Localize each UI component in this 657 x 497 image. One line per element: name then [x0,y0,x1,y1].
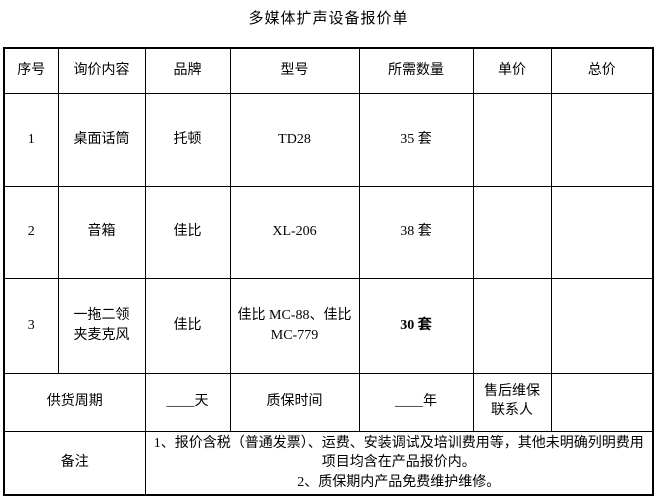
cell-content-text: 一拖二领夹麦克风 [73,307,130,343]
cell-model: 佳比 MC-88、佳比 MC-779 [229,277,360,374]
aftersales-contact-label: 售后维保联系人 [472,372,552,432]
cell-content: 音箱 [57,185,146,279]
cell-unit-price-blank[interactable] [472,277,552,374]
aftersales-contact-label-text: 售后维保联系人 [484,384,540,418]
cell-qty: 35 套 [358,92,474,187]
header-model: 型号 [229,47,360,94]
cell-qty: 38 套 [358,185,474,279]
cell-total-price-blank[interactable] [550,92,654,187]
header-unit-price: 单价 [472,47,552,94]
table-header-row: 序号 询价内容 品牌 型号 所需数量 单价 总价 [3,47,654,94]
supply-period-row: 供货周期 ____天 质保时间 ____年 售后维保联系人 [3,372,654,432]
cell-unit-price-blank[interactable] [472,92,552,187]
warranty-years-blank[interactable]: ____年 [358,372,474,432]
cell-brand: 佳比 [144,185,231,279]
remark-notes-cell: 1、报价含税（普通发票）、运费、安装调试及培训费用等，其他未明确列明费用项目均含… [144,430,654,496]
supply-days-blank[interactable]: ____天 [144,372,231,432]
cell-model: TD28 [229,92,360,187]
cell-total-price-blank[interactable] [550,277,654,374]
cell-no: 1 [3,92,59,187]
cell-no: 2 [3,185,59,279]
cell-unit-price-blank[interactable] [472,185,552,279]
remark-row: 备注 1、报价含税（普通发票）、运费、安装调试及培训费用等，其他未明确列明费用项… [3,430,654,496]
header-total-price: 总价 [550,47,654,94]
header-brand: 品牌 [144,47,231,94]
table-row: 1 桌面话筒 托顿 TD28 35 套 [3,92,654,187]
page-title: 多媒体扩声设备报价单 [248,11,409,27]
table-row: 2 音箱 佳比 XL-206 38 套 [3,185,654,279]
warranty-time-label: 质保时间 [229,372,360,432]
remark-note-1: 1、报价含税（普通发票）、运费、安装调试及培训费用等，其他未明确列明费用项目均含… [153,435,644,471]
supply-period-label: 供货周期 [3,372,146,432]
remark-note-2: 2、质保期内产品免费维护维修。 [297,474,501,490]
cell-qty: 30 套 [358,277,474,374]
quotation-table: 序号 询价内容 品牌 型号 所需数量 单价 总价 1 桌面话筒 托顿 TD28 … [3,47,654,497]
cell-no: 3 [3,277,59,374]
header-no: 序号 [3,47,59,94]
remark-label: 备注 [3,430,146,496]
header-qty: 所需数量 [358,47,474,94]
cell-brand: 托顿 [144,92,231,187]
cell-model: XL-206 [229,185,360,279]
header-content: 询价内容 [57,47,146,94]
aftersales-contact-blank[interactable] [550,372,654,432]
cell-content: 一拖二领夹麦克风 [57,277,146,374]
cell-content: 桌面话筒 [57,92,146,187]
cell-brand: 佳比 [144,277,231,374]
table-row: 3 一拖二领夹麦克风 佳比 佳比 MC-88、佳比 MC-779 30 套 [3,277,654,374]
cell-total-price-blank[interactable] [550,185,654,279]
